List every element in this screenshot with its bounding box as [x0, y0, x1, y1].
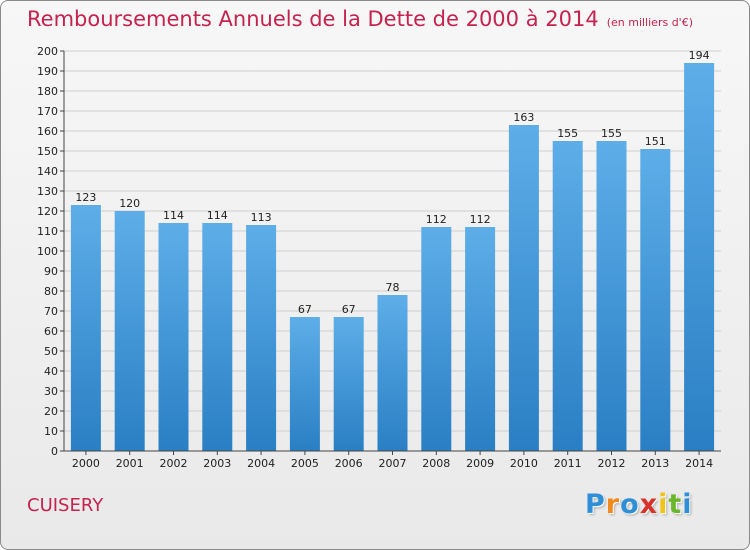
bar-2011[interactable] — [552, 141, 583, 451]
logo-letter: i — [658, 489, 669, 520]
y-tick-label: 40 — [44, 365, 58, 378]
x-tick-label: 2009 — [466, 457, 494, 470]
x-tick-label: 2003 — [203, 457, 231, 470]
x-tick-label: 2001 — [116, 457, 144, 470]
bar-value-label: 114 — [207, 209, 228, 222]
y-tick-label: 50 — [44, 345, 58, 358]
logo-letter: r — [605, 489, 621, 520]
y-tick-label: 180 — [37, 85, 58, 98]
logo-letter: o — [620, 489, 640, 520]
y-tick-label: 70 — [44, 305, 58, 318]
bar-2000[interactable] — [70, 205, 101, 451]
bar-value-label: 67 — [298, 303, 312, 316]
bar-2002[interactable] — [158, 223, 189, 451]
x-tick-label: 2006 — [335, 457, 363, 470]
y-tick-label: 190 — [37, 65, 58, 78]
bar-value-label: 120 — [119, 197, 140, 210]
chart-title: Remboursements Annuels de la Dette de 20… — [27, 7, 693, 31]
y-tick-label: 110 — [37, 225, 58, 238]
bar-value-label: 155 — [557, 127, 578, 140]
proxiti-logo[interactable]: Proxiti — [585, 489, 693, 520]
y-tick-label: 170 — [37, 105, 58, 118]
x-tick-label: 2011 — [554, 457, 582, 470]
bar-value-label: 194 — [689, 49, 710, 62]
bar-2004[interactable] — [246, 225, 277, 451]
bars: 123 120 114 114 113 67 67 78 112 112 163 155 155 151 1… — [70, 49, 715, 451]
y-tick-label: 10 — [44, 425, 58, 438]
bar-2001[interactable] — [114, 211, 145, 451]
bar-2014[interactable] — [684, 63, 715, 451]
logo-letter: P — [585, 489, 606, 520]
bar-value-label: 123 — [75, 191, 96, 204]
logo-letter: x — [639, 489, 659, 520]
chart-title-text: Remboursements Annuels de la Dette de 20… — [27, 7, 599, 31]
y-tick-label: 60 — [44, 325, 58, 338]
x-tick-label: 2014 — [685, 457, 713, 470]
y-tick-label: 90 — [44, 265, 58, 278]
logo-letter: i — [682, 489, 693, 520]
bar-2005[interactable] — [289, 317, 320, 451]
bar-2012[interactable] — [596, 141, 627, 451]
y-tick-label: 140 — [37, 165, 58, 178]
y-tick-label: 100 — [37, 245, 58, 258]
bar-value-label: 78 — [386, 281, 400, 294]
x-tick-label: 2012 — [598, 457, 626, 470]
bar-2007[interactable] — [377, 295, 408, 451]
y-tick-label: 0 — [51, 445, 58, 458]
bar-2013[interactable] — [640, 149, 671, 451]
y-tick-label: 160 — [37, 125, 58, 138]
bar-value-label: 114 — [163, 209, 184, 222]
x-tick-label: 2008 — [422, 457, 450, 470]
bar-value-label: 112 — [426, 213, 447, 226]
x-tick-label: 2000 — [72, 457, 100, 470]
x-tick-label: 2004 — [247, 457, 275, 470]
bar-2003[interactable] — [202, 223, 233, 451]
bar-value-label: 113 — [251, 211, 272, 224]
y-tick-label: 20 — [44, 405, 58, 418]
x-tick-label: 2002 — [160, 457, 188, 470]
bar-2009[interactable] — [465, 227, 496, 451]
y-tick-label: 130 — [37, 185, 58, 198]
y-tick-label: 150 — [37, 145, 58, 158]
axes: 0 10 20 30 40 50 60 70 80 90 100 110 120 130 140 150 160… — [37, 45, 721, 470]
bar-value-label: 163 — [513, 111, 534, 124]
bar-value-label: 155 — [601, 127, 622, 140]
x-tick-label: 2010 — [510, 457, 538, 470]
bar-2010[interactable] — [508, 125, 539, 451]
x-tick-label: 2013 — [641, 457, 669, 470]
logo-letter: t — [668, 489, 683, 520]
chart-subtitle: (en milliers d'€) — [606, 16, 693, 29]
y-tick-label: 200 — [37, 45, 58, 58]
y-tick-label: 30 — [44, 385, 58, 398]
y-tick-label: 80 — [44, 285, 58, 298]
x-tick-label: 2005 — [291, 457, 319, 470]
bar-value-label: 112 — [470, 213, 491, 226]
y-tick-label: 120 — [37, 205, 58, 218]
bar-2006[interactable] — [333, 317, 364, 451]
commune-name: CUISERY — [27, 495, 104, 516]
bar-2008[interactable] — [421, 227, 452, 451]
bar-value-label: 151 — [645, 135, 666, 148]
x-tick-label: 2007 — [379, 457, 407, 470]
bar-value-label: 67 — [342, 303, 356, 316]
